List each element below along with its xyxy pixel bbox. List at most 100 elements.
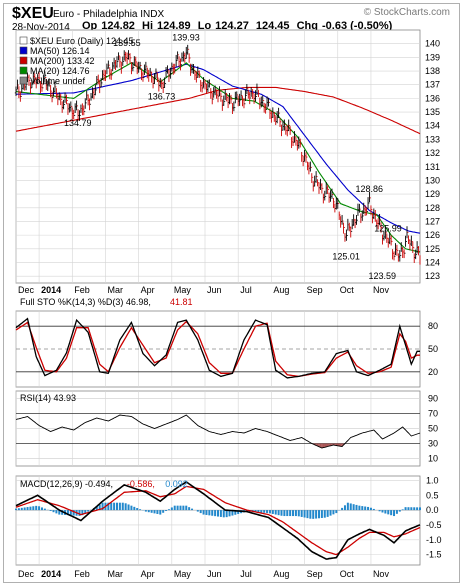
macd-histogram-bar — [323, 510, 326, 518]
macd-histogram-bar — [165, 510, 168, 512]
x-month-Sep-bottom: Sep — [307, 569, 323, 579]
x-month-Aug-top: Aug — [273, 285, 289, 295]
rsi-ytick-90: 90 — [428, 394, 438, 404]
macd-histogram-bar — [398, 510, 401, 512]
macd-histogram-bar — [257, 510, 260, 513]
macd-ytick--1: -1.0 — [426, 535, 442, 545]
macd-histogram-bar — [113, 502, 116, 511]
macd-legend-2: 0.092 — [165, 479, 188, 489]
macd-histogram-bar — [130, 505, 133, 511]
sto-legend-1: 41.81 — [170, 297, 193, 307]
macd-histogram-bar — [118, 502, 121, 511]
x-month-May-top: May — [174, 285, 192, 295]
macd-histogram-bar — [401, 509, 404, 511]
x-month-Jun-bottom: Jun — [207, 569, 222, 579]
macd-histogram-bar — [20, 507, 23, 511]
macd-histogram-bar — [156, 510, 159, 514]
price-legend-swatch-1 — [19, 46, 28, 55]
x-month-Jul-top: Jul — [240, 285, 252, 295]
macd-histogram-bar — [263, 510, 266, 513]
macd-histogram-bar — [214, 510, 217, 517]
macd-histogram-bar — [343, 505, 346, 511]
macd-histogram-bar — [185, 505, 188, 511]
macd-histogram-bar — [35, 505, 38, 511]
x-month-Mar-top: Mar — [107, 285, 123, 295]
macd-line — [15, 480, 421, 560]
macd-histogram-bar — [346, 502, 349, 511]
sto-ytick-20: 20 — [428, 367, 438, 377]
macd-ytick-0.5: 0.5 — [426, 490, 439, 500]
macd-histogram-bar — [254, 510, 257, 513]
x-month-Mar-bottom: Mar — [107, 569, 123, 579]
x-month-Nov-bottom: Nov — [373, 569, 390, 579]
macd-histogram-bar — [38, 506, 41, 511]
macd-histogram-bar — [87, 510, 90, 512]
price-legend-3: MA(20) 124.76 — [30, 66, 90, 76]
macd-histogram-bar — [315, 510, 318, 519]
price-legend-swatch-3 — [19, 66, 28, 75]
x-month-May-bottom: May — [174, 569, 192, 579]
price-legend-swatch-0 — [19, 36, 28, 45]
macd-histogram-bar — [274, 510, 277, 515]
price-ytick-139: 139 — [425, 52, 440, 62]
x-month-Jul-bottom: Jul — [240, 569, 252, 579]
sto-k-line — [15, 317, 420, 379]
sto-ytick-50: 50 — [428, 344, 438, 354]
price-panel — [15, 29, 421, 284]
macd-histogram-bar — [170, 507, 173, 511]
macd-histogram-bar — [173, 505, 176, 511]
macd-histogram-bar — [231, 510, 234, 516]
macd-histogram-bar — [72, 510, 75, 516]
macd-histogram-bar — [219, 510, 222, 517]
index-name: Euro - Philadelphia INDX — [53, 9, 165, 20]
macd-histogram-bar — [260, 510, 263, 513]
macd-histogram-bar — [297, 510, 300, 517]
price-legend-2: MA(200) 133.42 — [30, 56, 95, 66]
macd-histogram-bar — [191, 508, 194, 511]
macd-histogram-bar — [393, 510, 396, 517]
macd-histogram-bar — [162, 510, 165, 513]
price-ytick-131: 131 — [425, 162, 440, 172]
macd-signal-line — [15, 485, 421, 556]
macd-histogram-bar — [361, 506, 364, 511]
macd-histogram-bar — [49, 510, 52, 512]
sto-legend-0: Full STO %K(14,3) %D(3) 46.98, — [20, 297, 151, 307]
macd-histogram-bar — [182, 505, 185, 511]
macd-histogram-bar — [309, 510, 312, 519]
watermark: © StockCharts.com — [363, 7, 450, 18]
macd-histogram-bar — [127, 504, 130, 511]
macd-histogram-bar — [26, 507, 29, 511]
x-month-Nov-top: Nov — [373, 285, 390, 295]
macd-histogram-bar — [202, 510, 205, 515]
macd-ytick-0: 0.0 — [426, 505, 439, 515]
macd-histogram-bar — [144, 510, 147, 512]
macd-histogram-bar — [266, 510, 269, 513]
price-ytick-126: 126 — [425, 230, 440, 240]
macd-histogram-bar — [387, 510, 390, 515]
price-ytick-123: 123 — [425, 271, 440, 281]
macd-histogram-bar — [416, 507, 419, 511]
x-month-Aug-bottom: Aug — [273, 569, 289, 579]
macd-histogram-bar — [367, 506, 370, 511]
macd-histogram-bar — [17, 508, 20, 511]
macd-histogram-bar — [320, 510, 323, 518]
low-label: Lo — [197, 20, 212, 32]
macd-histogram-bar — [147, 510, 150, 513]
price-ytick-125: 125 — [425, 244, 440, 254]
price-legend-0: $XEU Euro (Daily) 124.45 — [30, 36, 134, 46]
ma50-line — [15, 63, 421, 234]
price-annotation-7: 123.59 — [368, 271, 396, 281]
macd-histogram-bar — [410, 507, 413, 511]
x-month-Dec-bottom: Dec — [18, 569, 35, 579]
macd-histogram-bar — [40, 507, 43, 511]
high-label: Hi — [142, 20, 153, 32]
price-ytick-134: 134 — [425, 121, 440, 131]
macd-legend-1: -0.586, — [127, 479, 155, 489]
macd-histogram-bar — [378, 510, 381, 512]
price-annotation-1: 139.55 — [113, 38, 141, 48]
macd-histogram-bar — [159, 510, 162, 515]
macd-ytick-1: 1.0 — [426, 475, 439, 485]
macd-histogram-bar — [179, 505, 182, 511]
macd-panel — [15, 475, 421, 566]
